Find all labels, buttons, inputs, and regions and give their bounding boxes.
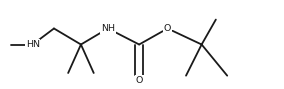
Text: O: O	[135, 76, 143, 85]
Text: NH: NH	[101, 24, 115, 33]
Text: HN: HN	[26, 40, 40, 49]
Text: O: O	[164, 24, 171, 33]
